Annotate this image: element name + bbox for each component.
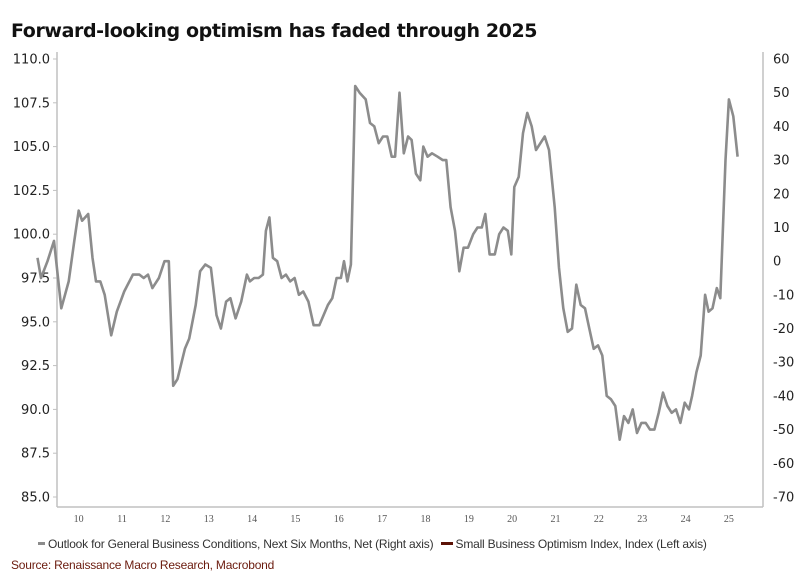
source-note: Source: Renaissance Macro Research, Macr… [11,558,275,572]
left-axis: 110.0 107.5 105.0 102.5 100.0 97.5 95.0 92.5 90.… [13,53,57,506]
plot-frame [56,52,764,508]
right-tick-label: -70 [773,491,794,506]
left-tick-label: 87.5 [21,447,50,462]
chart-title: Forward-looking optimism has faded throu… [11,20,538,42]
left-tick-label: 85.0 [21,491,50,506]
right-tick-label: -20 [773,322,794,337]
legend-item-optimism: Small Business Optimism Index, Index (Le… [440,536,707,551]
x-tick-label: 25 [724,514,734,525]
right-tick-label: -60 [773,457,794,472]
x-tick-label: 18 [420,514,430,525]
left-tick-label: 90.0 [21,403,50,418]
right-tick-label: 40 [773,120,790,135]
series-line-outlook [36,84,739,442]
right-tick-label: -10 [773,288,794,303]
x-tick-label: 23 [637,514,647,525]
x-tick-label: 12 [160,514,170,525]
right-tick-label: 10 [773,221,790,236]
left-tick-label: 110.0 [13,53,50,68]
right-tick-label: 60 [773,53,790,68]
left-tick-label: 105.0 [13,140,50,155]
left-tick-label: 107.5 [13,96,50,111]
x-tick-label: 19 [464,514,474,525]
x-tick-label: 22 [594,514,604,525]
series-lines [36,84,739,442]
legend: Outlook for General Business Conditions,… [38,534,711,551]
left-tick-label: 100.0 [13,228,50,243]
right-tick-label: -50 [773,423,794,438]
x-tick-label: 17 [377,514,387,525]
x-axis: 10 11 12 13 14 15 16 17 18 19 20 21 22 23 24 25 [74,514,734,525]
x-tick-label: 14 [247,514,257,525]
legend-label-optimism: Small Business Optimism Index, Index (Le… [455,536,707,551]
right-tick-label: 50 [773,86,790,101]
right-tick-label: 20 [773,187,790,202]
left-tick-label: 95.0 [21,315,50,330]
legend-item-outlook: Outlook for General Business Conditions,… [38,536,434,551]
legend-swatch-dark-red [440,542,453,545]
x-tick-label: 13 [204,514,214,525]
right-axis: 60 50 40 30 20 10 0 -10 -20 -30 -40 -50 -60 -70 [773,53,794,506]
x-tick-label: 21 [551,514,561,525]
x-tick-label: 10 [74,514,84,525]
right-tick-label: 0 [773,255,781,270]
x-tick-label: 24 [681,514,691,525]
x-tick-label: 11 [117,514,127,525]
legend-label-outlook: Outlook for General Business Conditions,… [48,536,434,551]
x-tick-label: 20 [507,514,517,525]
left-tick-label: 102.5 [13,184,50,199]
left-tick-label: 92.5 [21,359,50,374]
right-tick-label: -40 [773,389,794,404]
legend-swatch-grey [38,542,45,545]
x-tick-label: 16 [334,514,344,525]
x-tick-label: 15 [290,514,300,525]
right-tick-label: 30 [773,154,790,169]
left-tick-label: 97.5 [21,272,50,287]
right-tick-label: -30 [773,356,794,371]
